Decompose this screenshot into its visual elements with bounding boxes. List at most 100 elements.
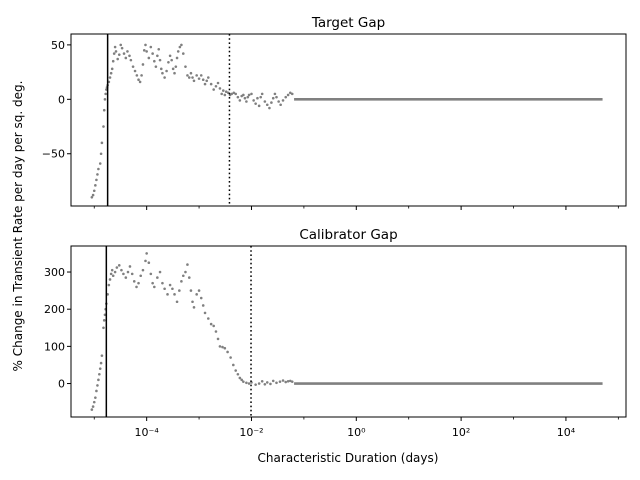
data-point [207, 317, 210, 320]
data-point [137, 78, 140, 82]
data-point [232, 363, 235, 367]
data-point [111, 274, 115, 278]
data-point [242, 380, 245, 383]
data-point [91, 193, 95, 197]
data-point [140, 74, 143, 77]
data-point [201, 304, 205, 307]
data-point [260, 92, 264, 96]
data-point [102, 108, 106, 112]
data-point [290, 92, 294, 96]
data-point [192, 306, 196, 309]
data-point [138, 80, 142, 84]
data-point [115, 266, 119, 269]
data-point [144, 43, 147, 47]
data-point [257, 382, 261, 385]
data-point [165, 69, 168, 73]
data-point [113, 270, 117, 274]
data-point [203, 311, 207, 315]
data-point [189, 71, 193, 75]
data-point [96, 173, 99, 176]
x-tick-label: 10⁴ [557, 426, 576, 439]
data-point [216, 337, 220, 341]
data-point [246, 95, 250, 99]
data-point [256, 96, 259, 100]
data-point [234, 369, 237, 372]
y-axis-label: % Change in Transient Rate per day per s… [11, 81, 25, 372]
data-point [218, 345, 222, 348]
data-point [149, 272, 153, 276]
data-point [141, 268, 145, 272]
data-point [186, 263, 189, 266]
data-point [120, 268, 123, 272]
data-point [236, 372, 240, 376]
data-point [120, 46, 124, 50]
data-point [173, 71, 176, 75]
data-point [117, 53, 121, 56]
y-tick-label: 100 [44, 340, 65, 353]
data-point [284, 380, 288, 384]
data-point [173, 293, 176, 296]
data-point [201, 78, 205, 82]
data-point [109, 71, 113, 75]
data-point [245, 381, 248, 385]
data-point [98, 162, 102, 165]
data-point [126, 270, 130, 274]
data-point [181, 52, 185, 55]
data-point [269, 382, 272, 386]
data-point [216, 81, 220, 85]
data-point [128, 265, 132, 268]
data-point [243, 96, 247, 100]
data-point [247, 93, 251, 97]
data-point [265, 381, 269, 384]
data-point [176, 50, 180, 53]
data-point [156, 54, 159, 58]
data-point [191, 300, 194, 304]
data-point [145, 252, 148, 255]
data-point [113, 45, 117, 49]
axes-frame [70, 245, 627, 418]
data-points [90, 252, 294, 411]
data-point [161, 71, 164, 75]
data-point [277, 100, 280, 103]
data-point [137, 281, 140, 285]
data-point [286, 380, 290, 383]
data-point [98, 367, 102, 370]
data-point [168, 283, 172, 287]
data-point [221, 345, 224, 349]
data-point [199, 296, 203, 300]
data-point [263, 100, 267, 103]
data-point [111, 59, 115, 63]
data-point [224, 90, 228, 93]
data-point [168, 54, 172, 58]
data-point [124, 276, 128, 279]
data-point [242, 93, 245, 97]
data-point [220, 92, 223, 96]
data-point [149, 45, 153, 49]
data-point [97, 167, 100, 171]
data-point [130, 272, 134, 276]
data-point [99, 361, 103, 365]
data-point [257, 104, 261, 108]
data-point [133, 69, 137, 73]
data-point [268, 106, 271, 110]
data-point [180, 280, 183, 283]
data-point [174, 65, 178, 68]
data-point [180, 43, 183, 47]
data-point [171, 287, 174, 291]
data-point [238, 99, 242, 102]
target-gap-panel: Target Gap 50 0 −50 [42, 15, 627, 210]
x-axis-label: Characteristic Duration (days) [258, 451, 439, 465]
data-point [131, 65, 135, 68]
data-point [92, 189, 96, 193]
data-point [278, 380, 282, 383]
data-point [223, 93, 227, 97]
data-point [109, 272, 113, 276]
data-point [96, 384, 99, 387]
data-point [90, 195, 94, 199]
data-point [117, 264, 121, 267]
x-tick-label: 10⁰ [347, 426, 366, 439]
data-point [167, 61, 170, 64]
data-point [226, 350, 229, 354]
axes-frame [70, 33, 627, 207]
